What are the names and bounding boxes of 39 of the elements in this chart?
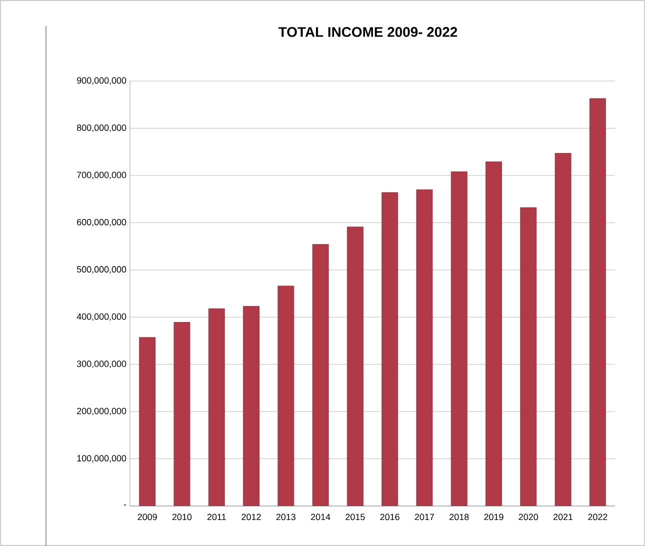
bar <box>174 322 190 506</box>
bar <box>139 337 156 506</box>
x-tick-label: 2010 <box>172 514 192 520</box>
bar <box>520 207 537 506</box>
x-tick-label: 2019 <box>484 514 504 520</box>
bar <box>416 189 433 506</box>
bar <box>450 171 468 506</box>
x-tick-label: 2021 <box>554 514 573 520</box>
bar <box>346 226 364 506</box>
bar <box>382 192 398 506</box>
bar <box>278 286 294 506</box>
y-tick-label: 300,000,000 <box>76 360 126 368</box>
x-tick-label: 2016 <box>380 514 400 520</box>
bar <box>208 308 225 506</box>
y-tick-label: 700,000,000 <box>77 172 126 180</box>
y-tick-label: 100,000,000 <box>77 455 126 462</box>
y-tick-label: 500,000,000 <box>76 266 126 274</box>
bar <box>554 153 572 506</box>
bar <box>312 244 329 506</box>
y-tick-label: - <box>124 504 126 506</box>
bar <box>243 306 260 506</box>
x-tick-label: 2014 <box>311 514 330 520</box>
x-tick-label: 2009 <box>138 514 157 520</box>
chart-title: TOTAL INCOME 2009- 2022 <box>278 27 458 37</box>
x-tick-label: 2017 <box>414 514 434 520</box>
x-tick-label: 2012 <box>242 514 261 520</box>
y-tick-label: 400,000,000 <box>76 313 126 321</box>
y-tick-label: 900,000,000 <box>77 77 126 85</box>
bar <box>589 98 606 506</box>
bar <box>486 162 502 506</box>
x-tick-label: 2011 <box>207 514 226 520</box>
y-tick-label: 200,000,000 <box>77 408 126 416</box>
y-tick-label: 800,000,000 <box>77 124 126 132</box>
x-tick-label: 2013 <box>276 514 296 520</box>
x-tick-label: 2020 <box>518 514 538 520</box>
x-tick-label: 2022 <box>588 514 608 520</box>
x-tick-label: 2015 <box>346 514 365 520</box>
y-tick-label: 600,000,000 <box>77 218 126 226</box>
x-tick-label: 2018 <box>450 514 469 520</box>
